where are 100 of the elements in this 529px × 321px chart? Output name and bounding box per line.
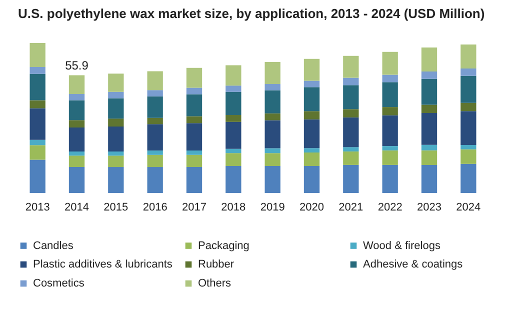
bar	[30, 67, 46, 74]
bar	[304, 111, 320, 120]
legend-label: Packaging	[198, 240, 250, 252]
bar	[226, 92, 242, 115]
bar	[68, 151, 85, 156]
bar	[304, 152, 320, 166]
bar	[304, 119, 320, 148]
bar	[147, 124, 163, 151]
bar	[226, 115, 242, 122]
bar	[421, 164, 438, 193]
bar	[460, 44, 476, 68]
bar	[30, 43, 46, 67]
bar	[264, 62, 280, 84]
bar	[264, 84, 280, 90]
bar	[30, 100, 46, 108]
bar	[68, 94, 85, 100]
bar	[186, 94, 202, 116]
bar	[147, 90, 163, 96]
bar	[68, 75, 85, 94]
bar	[30, 74, 46, 100]
bar	[186, 150, 202, 155]
bar	[108, 167, 124, 193]
bar	[264, 153, 280, 166]
bar	[147, 154, 163, 168]
bar	[382, 150, 398, 165]
bar	[343, 147, 359, 152]
bar	[226, 65, 242, 86]
bar	[147, 96, 163, 118]
bar	[108, 126, 124, 152]
legend-label: Candles	[33, 240, 74, 252]
bar	[343, 78, 359, 86]
bar	[382, 164, 398, 193]
bar	[382, 82, 398, 108]
bar	[421, 104, 438, 114]
bar	[382, 52, 398, 75]
bar	[68, 100, 85, 120]
bar	[304, 148, 320, 152]
legend-label: Cosmetics	[33, 278, 85, 290]
bar	[343, 109, 359, 118]
bar	[460, 149, 476, 164]
bar	[264, 90, 280, 114]
bar	[421, 144, 438, 150]
bar	[382, 107, 398, 116]
bar	[186, 88, 202, 94]
bar	[108, 74, 124, 92]
x-tick-label: 2017	[182, 202, 206, 214]
bar	[108, 118, 124, 127]
x-tick-label: 2020	[300, 202, 324, 214]
bar	[147, 118, 163, 124]
bar	[226, 86, 242, 92]
bar	[460, 68, 476, 76]
bar	[226, 166, 242, 193]
x-tick-label: 2013	[25, 202, 50, 214]
bar	[460, 76, 476, 103]
legend-label: Plastic additives & lubricants	[33, 258, 173, 270]
bar	[304, 87, 320, 112]
legend-label: Wood & firelogs	[363, 240, 441, 252]
bar	[343, 85, 359, 110]
bar	[186, 123, 202, 151]
bar	[186, 167, 202, 193]
bar	[108, 98, 124, 119]
bar	[304, 58, 320, 81]
bar	[30, 160, 46, 193]
bar	[421, 72, 438, 79]
x-tick-label: 2021	[338, 202, 364, 214]
bar	[343, 56, 359, 78]
bar	[304, 80, 320, 88]
bar	[30, 140, 46, 146]
bar	[264, 166, 280, 193]
annotation: 55.9	[65, 58, 89, 72]
legend-label: Adhesive & coatings	[363, 258, 464, 270]
x-tick-label: 2014	[64, 202, 89, 214]
bar	[226, 122, 242, 149]
bar	[460, 102, 476, 112]
bar	[460, 145, 476, 150]
x-tick-label: 2018	[221, 202, 246, 214]
bar	[147, 150, 163, 155]
bar	[382, 74, 398, 82]
bar	[186, 154, 202, 168]
x-tick-label: 2015	[104, 202, 128, 214]
bar	[108, 151, 124, 156]
bar	[30, 108, 46, 140]
bar	[264, 120, 280, 148]
bar	[343, 151, 359, 165]
bar	[264, 148, 280, 154]
bar	[108, 92, 124, 98]
bar	[421, 78, 438, 105]
x-tick-label: 2022	[378, 202, 402, 214]
legend-label: Others	[198, 278, 232, 290]
bar	[68, 120, 85, 128]
bar	[264, 113, 280, 120]
bar	[68, 167, 85, 193]
bar	[382, 146, 398, 150]
bar	[108, 156, 124, 168]
legend-label: Rubber	[198, 258, 234, 270]
chart-title: U.S. polyethylene wax market size, by application, 2013 - 2024 (USD Million)	[18, 6, 485, 21]
bar	[186, 68, 202, 88]
x-tick-label: 2019	[260, 202, 285, 214]
bar	[421, 150, 438, 165]
bar	[147, 71, 163, 90]
